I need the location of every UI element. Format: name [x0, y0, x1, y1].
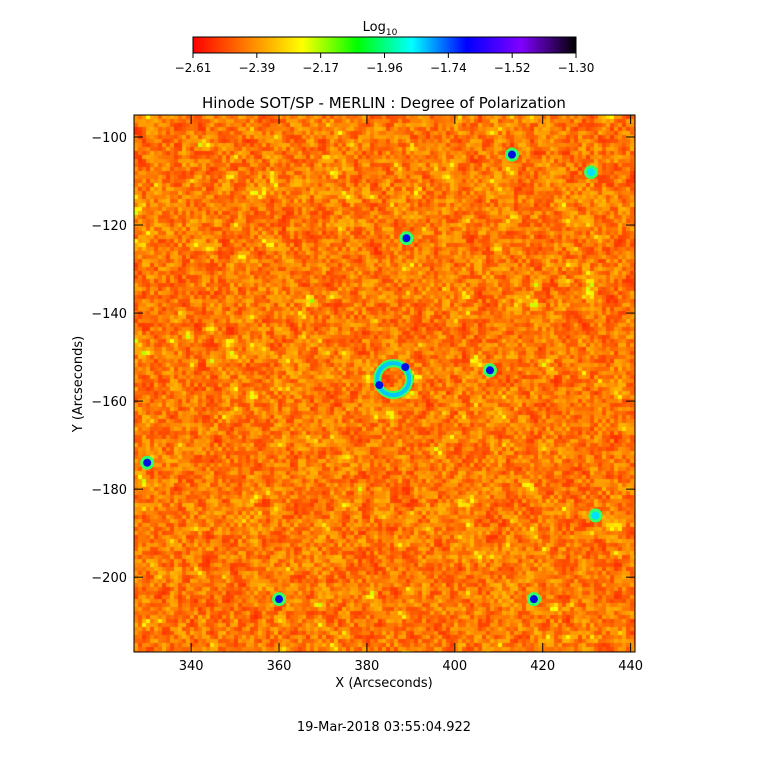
y-tick-label: −200 — [91, 571, 127, 586]
colorbar-tick-label: −1.96 — [366, 61, 403, 75]
y-tick-label: −180 — [91, 483, 127, 498]
feature-core — [485, 366, 494, 375]
feature-core — [143, 458, 152, 467]
plot-frame — [133, 114, 636, 653]
x-tick-label: 380 — [355, 659, 380, 674]
feature-core — [591, 511, 600, 520]
y-axis: −100 −120 −140 −160 −180 −200 — [91, 131, 635, 586]
feature-ring — [375, 361, 412, 398]
feature-core — [375, 381, 384, 390]
feature-core — [402, 234, 411, 243]
x-tick-label: 360 — [267, 659, 292, 674]
colorbar-label: Log10 — [363, 20, 398, 38]
x-tick-label: 440 — [618, 659, 643, 674]
colorbar: Log10 −2.61 −2.39 −2.17 −1.96 −1.74 −1.52 −1.3… — [175, 20, 595, 75]
x-tick-label: 400 — [442, 659, 467, 674]
x-axis-label: X (Arcseconds) — [335, 676, 432, 691]
x-tick-label: 420 — [530, 659, 555, 674]
y-tick-label: −100 — [91, 131, 127, 146]
heatmap-cells — [134, 115, 635, 652]
feature-core — [401, 363, 410, 372]
colorbar-tick-label: −1.74 — [430, 61, 467, 75]
timestamp: 19-Mar-2018 03:55:04.922 — [297, 720, 471, 735]
feature-core — [507, 150, 516, 159]
colorbar-strip — [192, 36, 577, 54]
x-axis: 340 360 380 400 420 440 — [179, 115, 643, 674]
feature-core — [529, 595, 538, 604]
feature-core — [275, 595, 284, 604]
colorbar-ticks: −2.61 −2.39 −2.17 −1.96 −1.74 −1.52 −1.30 — [175, 53, 595, 75]
y-axis-label: Y (Arcseconds) — [71, 336, 86, 433]
colorbar-tick-label: −2.17 — [302, 61, 339, 75]
x-tick-label: 340 — [179, 659, 204, 674]
heatmap — [134, 115, 635, 652]
y-tick-label: −140 — [91, 307, 127, 322]
colorbar-tick-label: −2.39 — [238, 61, 275, 75]
feature-core — [587, 168, 596, 177]
colorbar-tick-label: −2.61 — [175, 61, 212, 75]
y-tick-label: −120 — [91, 219, 127, 234]
y-tick-label: −160 — [91, 395, 127, 410]
chart-title: Hinode SOT/SP - MERLIN : Degree of Polar… — [202, 94, 566, 112]
colorbar-tick-label: −1.52 — [494, 61, 531, 75]
colorbar-tick-label: −1.30 — [558, 61, 595, 75]
